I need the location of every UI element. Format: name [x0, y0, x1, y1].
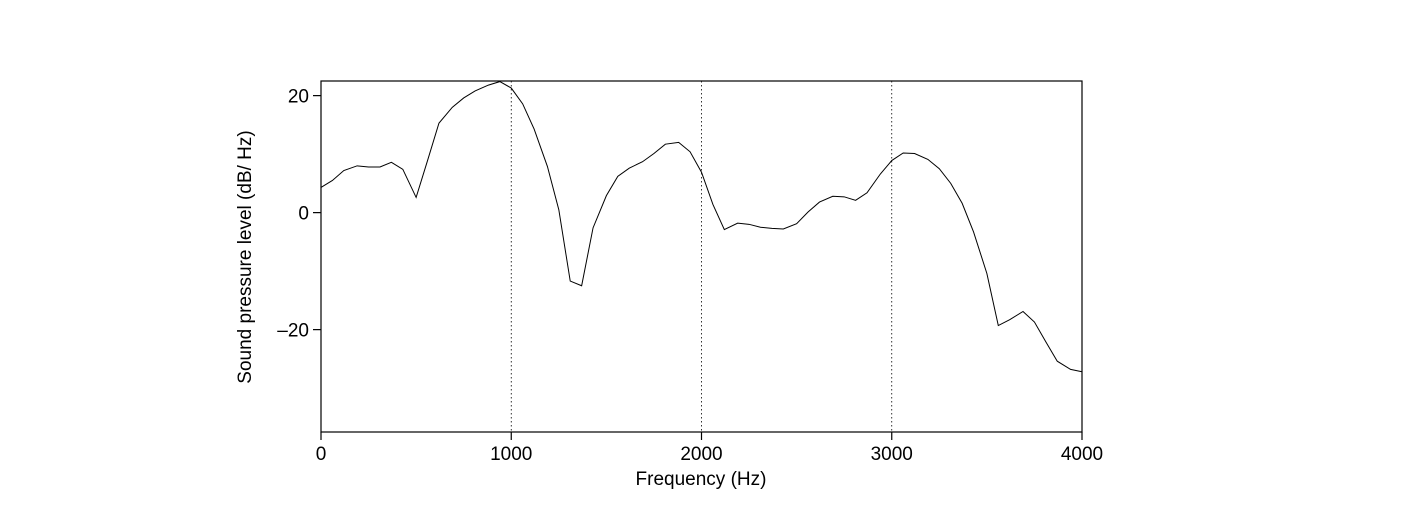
y-tick-label: –20 — [277, 321, 309, 342]
y-tick-label: 0 — [298, 204, 309, 225]
x-tick-label: 1000 — [490, 444, 532, 465]
y-axis: 20 0 –20 — [277, 87, 321, 342]
series-line-0 — [320, 81, 1083, 373]
x-tick-label: 0 — [316, 444, 327, 465]
y-axis-label: Sound pressure level (dB/ Hz) — [235, 130, 256, 383]
x-axis: 0 1000 2000 3000 4000 — [316, 432, 1103, 465]
grid-lines — [510, 81, 893, 432]
x-tick-label: 3000 — [871, 444, 913, 465]
y-tick-label: 20 — [288, 87, 309, 108]
x-tick-label: 2000 — [680, 444, 722, 465]
x-tick-label: 4000 — [1061, 444, 1103, 465]
series-layer — [320, 81, 1083, 373]
x-axis-label: Frequency (Hz) — [636, 469, 767, 490]
